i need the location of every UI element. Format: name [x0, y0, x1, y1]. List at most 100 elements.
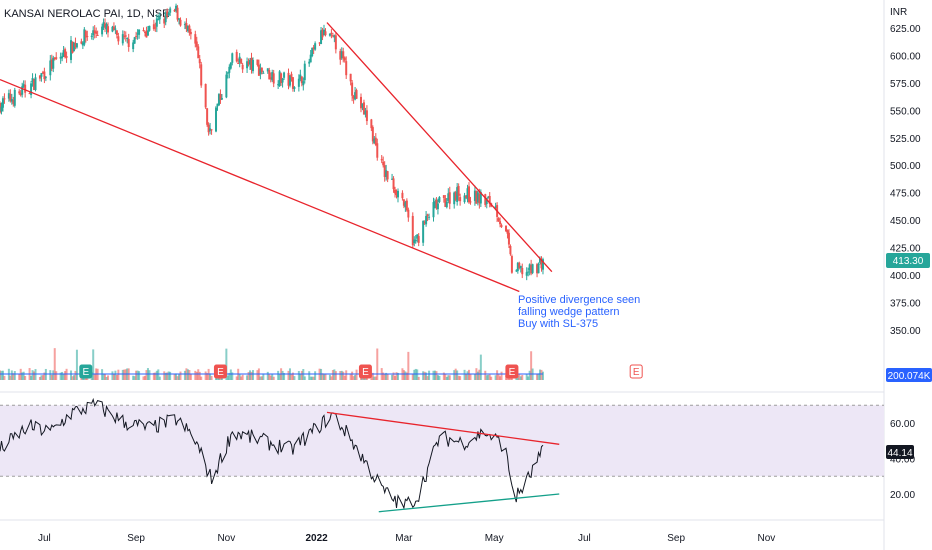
candle-body: [93, 30, 96, 34]
volume-bar: [447, 375, 450, 380]
volume-bar: [395, 372, 398, 380]
candle-body: [527, 271, 530, 273]
volume-bar: [300, 370, 303, 380]
candle-body: [510, 256, 513, 273]
volume-bar: [500, 371, 503, 380]
candle-body: [95, 31, 98, 34]
rsi-tag-value: 44.14: [887, 448, 912, 459]
volume-bar: [330, 376, 333, 380]
candle-body: [370, 119, 373, 129]
candle-body: [339, 51, 342, 60]
candle-body: [0, 106, 3, 112]
candle-body: [268, 70, 271, 80]
candle-body: [183, 24, 186, 26]
candle-body: [146, 30, 149, 36]
volume-bar: [18, 373, 21, 380]
annotation-line: Buy with SL-375: [518, 318, 598, 330]
candle-body: [509, 246, 512, 255]
earnings-marker[interactable]: E: [79, 364, 93, 379]
candle-body: [435, 199, 438, 209]
volume-bar: [133, 376, 136, 380]
candle-body: [281, 78, 284, 83]
volume-bar: [334, 371, 337, 380]
earnings-marker[interactable]: E: [213, 364, 227, 379]
volume-bar: [342, 371, 345, 380]
candle-body: [521, 268, 524, 275]
candle-body: [539, 258, 542, 263]
candle-body: [90, 35, 93, 37]
candle-body: [163, 18, 166, 24]
candle-body: [463, 195, 466, 203]
candle-body: [188, 25, 191, 33]
volume-bar: [93, 373, 96, 380]
volume-bar: [194, 370, 197, 380]
candle-body: [72, 42, 75, 51]
volume-bar: [1, 370, 4, 380]
rsi-band-fill: [0, 405, 884, 477]
volume-bar: [229, 369, 232, 380]
volume-bar: [485, 375, 488, 380]
volume-bar: [112, 374, 115, 380]
chart-title: KANSAI NEROLAC PAI, 1D, NSE: [4, 8, 169, 20]
rsi-pane: [0, 397, 560, 513]
earnings-label: E: [633, 367, 640, 378]
trendlines[interactable]: [0, 22, 553, 293]
candle-body: [65, 56, 68, 58]
candle-body: [269, 77, 272, 80]
annotation-line: Positive divergence seen: [518, 294, 640, 306]
volume-bar: [3, 375, 6, 380]
candle-body: [70, 40, 73, 60]
candle-body: [9, 93, 12, 101]
candle-body: [454, 192, 457, 200]
volume-bar: [490, 376, 493, 380]
candle-body: [132, 42, 135, 50]
candle-body: [194, 34, 197, 44]
candle-body: [34, 77, 37, 91]
candle-body: [249, 59, 252, 65]
volume-bar: [197, 369, 200, 380]
volume-bar: [541, 371, 544, 380]
volume-bar: [405, 372, 408, 380]
candle-body: [266, 68, 269, 72]
earnings-marker[interactable]: E: [629, 364, 643, 379]
volume-bar: [50, 374, 53, 380]
price-tick-label: 375.00: [890, 298, 921, 309]
volume-bar: [373, 376, 376, 380]
time-tick-label: Sep: [667, 533, 685, 544]
candle-body: [371, 127, 374, 142]
candle-body: [473, 190, 476, 201]
candle-body: [459, 197, 462, 202]
candle-body: [111, 26, 114, 32]
earnings-label: E: [217, 367, 224, 378]
volume-tag: 200.074K: [886, 368, 932, 382]
volume-bar: [413, 369, 416, 380]
candle-body: [291, 77, 294, 89]
candle-body: [10, 99, 13, 102]
volume-bar: [476, 371, 479, 380]
price-tick-label: 525.00: [890, 134, 921, 145]
volume-bar: [75, 349, 78, 380]
volume-bar: [145, 370, 148, 380]
candle-body: [423, 222, 426, 224]
candle-body: [80, 41, 83, 44]
price-tick-label: 600.00: [890, 51, 921, 62]
volume-bar: [519, 376, 522, 380]
volume-bar: [468, 369, 471, 380]
candle-body: [71, 41, 74, 53]
earnings-marker[interactable]: E: [505, 364, 519, 379]
candle-body: [259, 68, 262, 75]
volume-bar: [371, 372, 374, 380]
volume-bar: [204, 371, 207, 380]
candle-body: [107, 26, 110, 33]
volume-bar: [247, 372, 250, 380]
earnings-marker[interactable]: E: [358, 364, 372, 379]
candle-body: [324, 31, 327, 36]
candle-body: [40, 73, 43, 77]
volume-bar: [268, 374, 271, 380]
volume-bar: [154, 372, 157, 380]
candle-body: [31, 78, 34, 82]
candle-body: [74, 43, 77, 48]
volume-bar: [465, 374, 468, 380]
